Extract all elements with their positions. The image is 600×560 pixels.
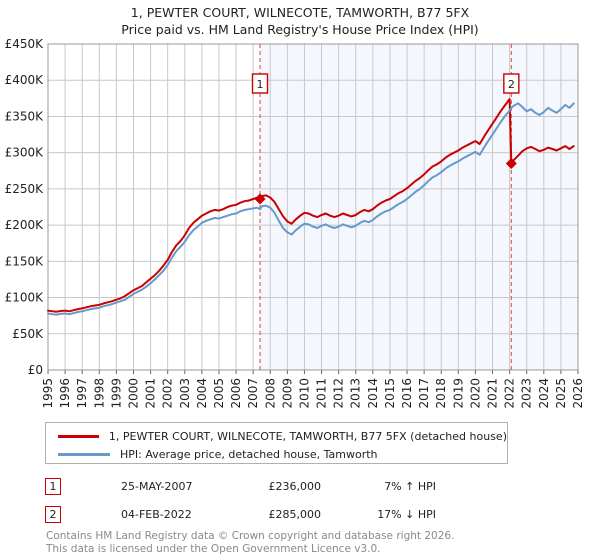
transaction-marker-2: 2 [45,505,61,523]
footer-line-2: This data is licensed under the Open Gov… [46,542,381,555]
transactions-table: 1 25-MAY-2007 £236,000 7% ↑ HPI 2 04-FEB… [45,472,515,528]
y-axis-tick-label: £350K [5,109,45,123]
footer-line-1: Contains HM Land Registry data © Crown c… [46,530,455,542]
x-axis-tick-label: 2017 [417,378,431,409]
y-axis-tick-label: £100K [5,291,45,305]
x-axis-tick-label: 1998 [92,378,106,409]
chart-callout-box-2 [503,73,520,94]
x-axis-tick-label: 2002 [161,378,175,409]
legend-label-property: 1, PEWTER COURT, WILNECOTE, TAMWORTH, B7… [108,429,507,443]
chart-callout-label-2: 2 [508,78,515,91]
title-line-2: Price paid vs. HM Land Registry's House … [121,22,479,37]
plot-border [47,43,579,371]
transaction-price-1: £236,000 [268,479,322,493]
x-axis-tick-label: 1997 [75,378,89,409]
y-axis-tick-label: £0 [28,363,43,377]
x-axis-tick-label: 2007 [246,378,260,409]
x-axis-tick-label: 2001 [144,378,158,409]
transaction-hpi-1: 7% ↑ HPI [384,479,436,493]
chart-callout-box-1 [251,73,269,94]
series-line-hpi [47,102,575,316]
x-axis-tick-label: 2004 [195,378,209,409]
x-axis-tick-label: 2009 [280,378,294,409]
legend-swatch-hpi [58,452,110,456]
x-axis-tick-label: 2016 [400,378,414,409]
transaction-hpi-2: 17% ↓ HPI [377,507,436,521]
x-axis-tick-label: 2022 [503,378,517,409]
sale-point-marker [505,158,517,170]
y-axis-tick-label: £400K [5,73,45,87]
table-row: 2 04-FEB-2022 £285,000 17% ↓ HPI [45,500,515,528]
x-axis-tick-label: 2011 [315,378,329,409]
x-axis-tick-label: 2010 [297,378,311,409]
y-axis-tick-label: £50K [12,327,44,341]
x-axis-tick-label: 1995 [41,378,55,409]
series-line-property [47,98,575,313]
shaded-band [260,44,578,370]
y-axis-tick-label: £250K [5,182,45,196]
transaction-price-2: £285,000 [268,507,322,521]
legend-entry-property: 1, PEWTER COURT, WILNECOTE, TAMWORTH, B7… [46,427,507,445]
x-axis-tick-label: 2000 [126,378,140,409]
x-axis-tick-label: 2008 [263,378,277,409]
x-axis-tick-label: 2021 [486,378,500,409]
title-line-1: 1, PEWTER COURT, WILNECOTE, TAMWORTH, B7… [130,5,470,20]
y-axis-tick-label: £200K [5,218,45,232]
x-axis-tick-label: 2018 [434,378,448,409]
transaction-marker-1: 1 [45,477,61,495]
x-axis-tick-label: 2026 [571,378,585,409]
y-axis-tick-label: £300K [5,146,45,160]
chart-callout-label-1: 1 [257,78,264,91]
y-axis-tick-label: £150K [5,254,45,268]
x-axis-tick-label: 2013 [349,378,363,409]
x-axis-tick-label: 2015 [383,378,397,409]
x-axis-tick-label: 1999 [109,378,123,409]
price-history-chart: £0 £50K £100K £150K £200K £250K £300K £350K £400… [5,37,585,409]
x-axis-tick-label: 1996 [58,378,72,409]
sale-point-marker [254,193,266,205]
x-axis-tick-label: 2005 [212,378,226,409]
x-axis-tick-label: 2024 [537,378,551,409]
legend-label-hpi: HPI: Average price, detached house, Tamw… [120,447,378,461]
table-row: 1 25-MAY-2007 £236,000 7% ↑ HPI [45,472,515,500]
x-axis-tick-label: 2025 [554,378,568,409]
page-title: 1, PEWTER COURT, WILNECOTE, TAMWORTH, B7… [0,4,600,38]
x-axis-tick-label: 2019 [451,378,465,409]
x-axis-tick-label: 2020 [468,378,482,409]
x-axis-tick-label: 2003 [178,378,192,409]
legend-entry-hpi: HPI: Average price, detached house, Tamw… [46,445,507,463]
x-axis-tick-label: 2014 [366,378,380,409]
transaction-date-2: 04-FEB-2022 [121,507,192,521]
x-axis-tick-label: 2006 [229,378,243,409]
legend-swatch-property [58,434,99,438]
chart-legend: 1, PEWTER COURT, WILNECOTE, TAMWORTH, B7… [45,422,508,464]
x-axis-tick-label: 2023 [520,378,534,409]
transaction-date-1: 25-MAY-2007 [121,479,193,493]
y-axis-tick-label: £450K [5,37,45,51]
x-axis-tick-label: 2012 [332,378,346,409]
copyright-footer: Contains HM Land Registry data © Crown c… [46,530,586,555]
